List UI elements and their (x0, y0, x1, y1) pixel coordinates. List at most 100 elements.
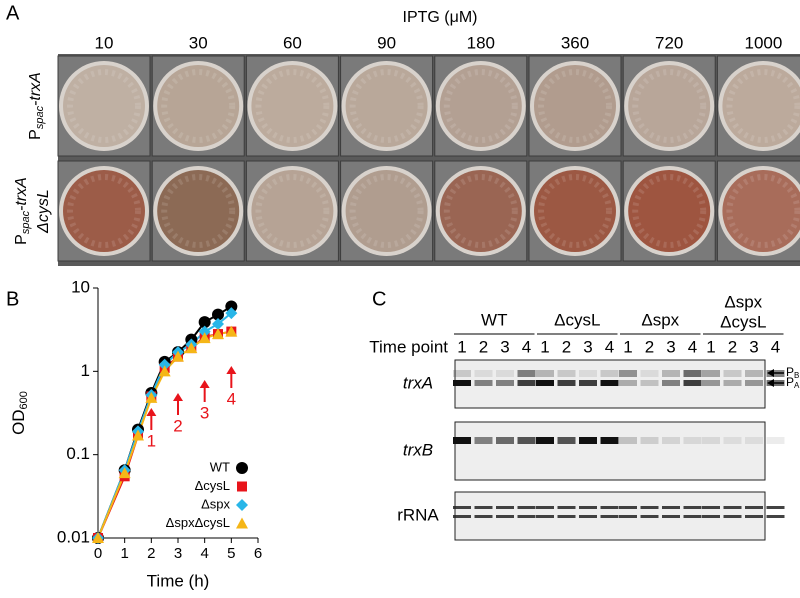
plate-texture (538, 69, 612, 143)
band (702, 437, 720, 444)
band (579, 437, 597, 444)
blot-label: rRNA (397, 505, 439, 524)
lane-label: 4 (688, 337, 697, 356)
band (600, 437, 619, 444)
row-label-sub: spac (20, 210, 32, 234)
plate-texture (161, 69, 236, 143)
band (474, 506, 493, 509)
marker (92, 532, 104, 543)
row-label: Pspac-trxA (13, 177, 32, 245)
plate (722, 170, 800, 252)
band (496, 506, 514, 509)
band (536, 437, 554, 444)
plate-texture (67, 174, 141, 248)
column-label: 180 (467, 33, 495, 52)
band (517, 506, 536, 509)
lane-label: 1 (623, 337, 632, 356)
band (474, 370, 493, 377)
annotation-arrowhead (173, 393, 183, 401)
x-tick-label: 4 (200, 545, 208, 562)
band (745, 515, 763, 518)
legend-marker (237, 481, 247, 492)
group-label: WT (481, 310, 507, 329)
plate (63, 65, 145, 147)
band (600, 506, 619, 509)
plate-texture (255, 174, 330, 248)
marker (212, 328, 224, 340)
band (600, 370, 619, 377)
plate (157, 170, 240, 252)
band (579, 380, 597, 386)
plate (251, 170, 334, 252)
band (683, 380, 702, 386)
band (766, 515, 785, 518)
plate-texture (538, 174, 612, 248)
blot (454, 421, 766, 481)
band (662, 370, 680, 377)
y-tick-label: 10 (71, 277, 90, 296)
plate-texture (161, 174, 236, 248)
plate (63, 170, 145, 252)
group-label: ΔcysL (554, 310, 600, 329)
band (453, 506, 471, 509)
annotation-label: 2 (173, 416, 182, 435)
x-tick-label: 2 (147, 545, 155, 562)
marker (158, 358, 171, 371)
column-label: 90 (377, 33, 396, 52)
blot-label: trxA (403, 373, 433, 392)
band (453, 437, 471, 444)
band (557, 515, 576, 518)
legend-marker (236, 462, 248, 474)
band (517, 515, 536, 518)
row-label-sub: spac (34, 105, 46, 129)
row-label-gene: -trxA (27, 72, 44, 106)
band (723, 437, 742, 444)
y-tick-label: 0.01 (57, 527, 90, 546)
x-axis-label: Time (h) (147, 571, 210, 590)
band (453, 370, 471, 377)
promoter-sub: B (794, 371, 799, 380)
band (723, 380, 742, 386)
marker (198, 325, 211, 338)
y-axis-label: OD600 (9, 391, 29, 435)
lane-label: 1 (457, 337, 466, 356)
band (557, 370, 576, 377)
promoter-sub: A (794, 381, 800, 390)
lane-label: 3 (583, 337, 592, 356)
plate (534, 170, 616, 252)
panel-label: A (6, 2, 20, 24)
plate-texture (349, 69, 424, 143)
x-tick-label: 6 (254, 545, 262, 562)
lane-label: 3 (500, 337, 509, 356)
band (683, 506, 702, 509)
band (723, 515, 742, 518)
plate-texture (632, 69, 707, 143)
blot-label: trxB (403, 440, 433, 459)
column-label: 10 (95, 33, 114, 52)
plate-texture (726, 69, 800, 143)
panel-label: C (372, 288, 386, 310)
band (517, 437, 536, 444)
band (766, 506, 785, 509)
plate-texture (349, 174, 424, 248)
band (702, 515, 720, 518)
band (662, 437, 680, 444)
marker (118, 467, 131, 479)
band (683, 437, 702, 444)
band (619, 437, 637, 444)
band (557, 380, 576, 386)
band (474, 437, 493, 444)
row-label-line2: ΔcysL (35, 189, 52, 234)
x-tick-label: 0 (94, 545, 102, 562)
marker (198, 316, 211, 329)
band (745, 506, 763, 509)
plate (439, 65, 522, 147)
band (557, 437, 576, 444)
plate-texture (726, 174, 800, 248)
plate (628, 170, 711, 252)
plate-texture (255, 69, 330, 143)
plate-texture (632, 174, 707, 248)
y-axis-label-sub: 600 (18, 391, 30, 409)
band (600, 515, 619, 518)
